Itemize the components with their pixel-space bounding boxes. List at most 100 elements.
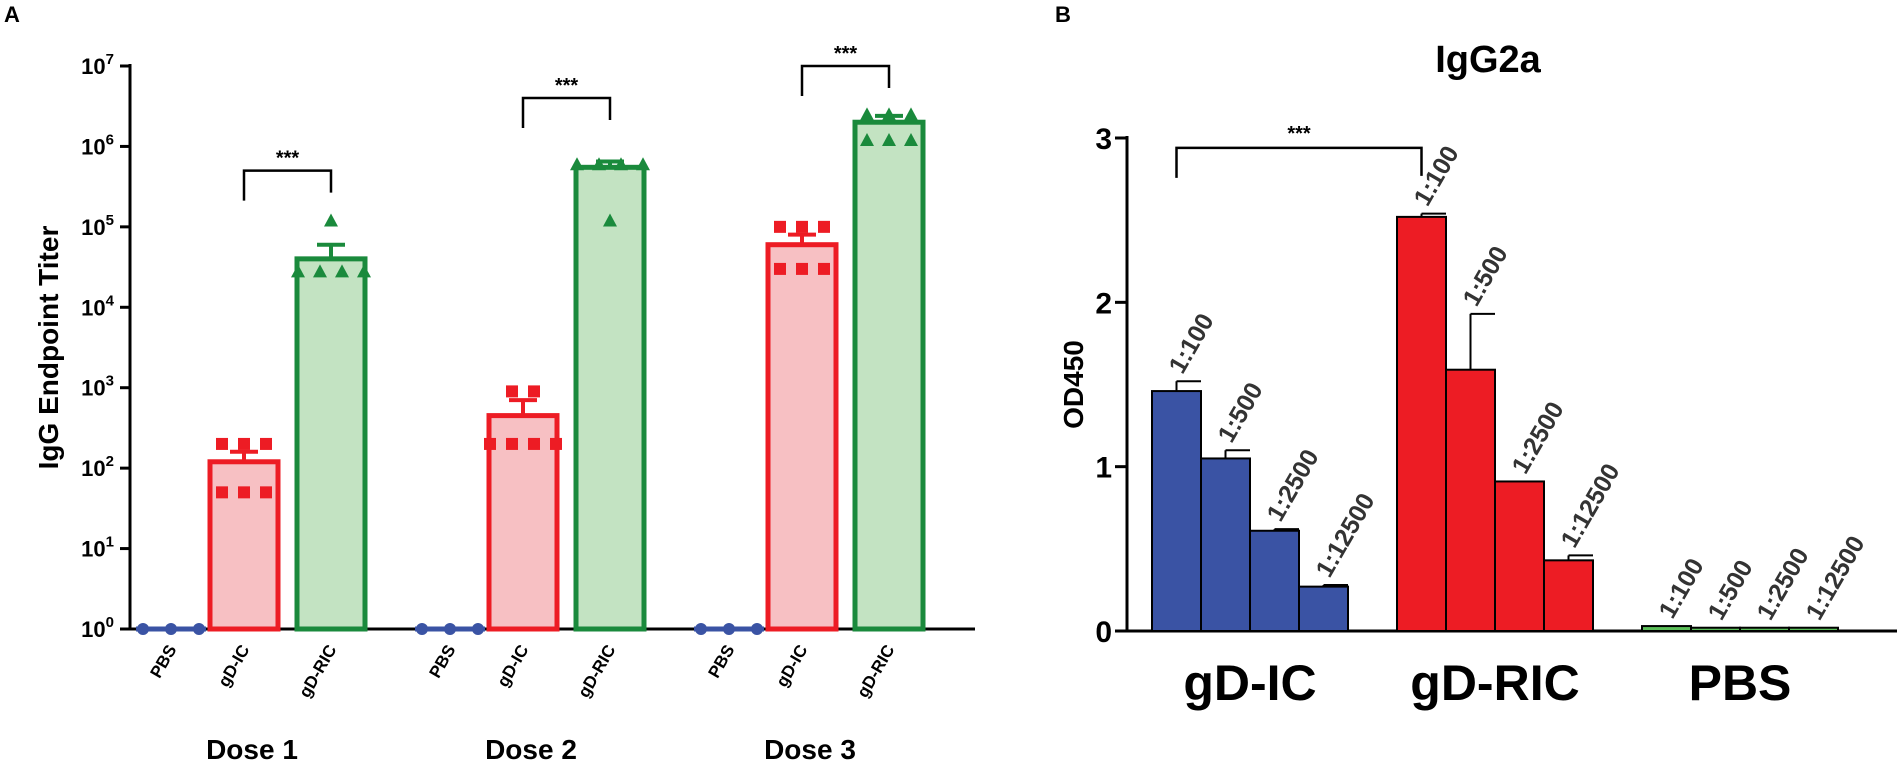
data-point-gd-ric-dose-3 xyxy=(904,133,918,147)
data-point-gd-ric-dose-2 xyxy=(592,157,606,171)
y-tick-base: 10 xyxy=(81,54,105,79)
bar-gd-ic-dose-3 xyxy=(765,242,839,632)
data-point-gd-ric-dose-2 xyxy=(603,213,617,227)
x-category-label-pbs-dose-2: PBS xyxy=(426,642,460,682)
dilution-label-gd-ric-1-2500: 1:2500 xyxy=(1506,397,1569,478)
y-tick-label-4: 104 xyxy=(81,292,114,320)
x-category-label-gd-ic-dose-1: gD-IC xyxy=(214,642,253,691)
data-point-gd-ic-dose-3 xyxy=(796,262,808,275)
dilution-label-pbs-1-100: 1:100 xyxy=(1653,554,1709,623)
dilution-label-gd-ic-1-100: 1:100 xyxy=(1163,309,1219,378)
data-point-gd-ric-dose-2 xyxy=(614,157,628,171)
significance-bracket-dose-3 xyxy=(800,64,891,96)
y-tick-label-0: 100 xyxy=(81,614,114,642)
y-tick-exponent: 4 xyxy=(106,292,115,309)
data-point-gd-ric-dose-3 xyxy=(860,133,874,147)
data-point-gd-ric-dose-1 xyxy=(324,213,338,227)
data-point-gd-ric-dose-3 xyxy=(860,107,874,121)
data-point-gd-ic-dose-3 xyxy=(818,262,830,275)
data-point-gd-ic-dose-1 xyxy=(238,486,250,499)
x-category-label-pbs-dose-1: PBS xyxy=(147,642,181,682)
data-point-gd-ic-dose-1 xyxy=(216,486,228,499)
data-point-gd-ic-dose-3 xyxy=(818,220,830,233)
bar-gd-ic-dose-2 xyxy=(486,413,560,632)
x-category-label-gd-ric-dose-1: gD-RIC xyxy=(295,642,340,701)
x-category-label-pbs-dose-3: PBS xyxy=(705,642,739,682)
y-tick-label-1: 101 xyxy=(81,534,114,562)
bar-gd-ric-dose-2 xyxy=(573,164,647,632)
y-tick-label-b-2: 2 xyxy=(1095,287,1112,320)
data-point-gd-ic-dose-3 xyxy=(796,220,808,233)
data-point-gd-ric-dose-2 xyxy=(570,157,584,171)
data-point-gd-ric-dose-1 xyxy=(335,264,349,278)
data-point-gd-ic-dose-1 xyxy=(216,437,228,450)
x-category-label-gd-ic-dose-3: gD-IC xyxy=(772,642,811,691)
bar-pbs-1-2500 xyxy=(1739,626,1790,632)
dilution-label-pbs-1-12500: 1:12500 xyxy=(1800,531,1870,624)
y-tick-exponent: 7 xyxy=(106,51,114,68)
data-point-gd-ic-dose-2 xyxy=(528,385,540,398)
dilution-label-gd-ic-1-12500: 1:12500 xyxy=(1310,489,1380,582)
panel-label-a: A xyxy=(4,2,20,27)
data-point-gd-ic-dose-2 xyxy=(484,437,496,450)
bar-gd-ric-1-500 xyxy=(1445,368,1496,632)
dose-label-dose-3: Dose 3 xyxy=(764,734,856,765)
x-category-label-gd-ic-dose-2: gD-IC xyxy=(493,642,532,691)
dilution-label-gd-ic-1-500: 1:500 xyxy=(1212,378,1268,447)
data-point-pbs-dose-1 xyxy=(193,623,205,635)
y-tick-exponent: 5 xyxy=(106,212,114,229)
bar-pbs-1-100 xyxy=(1641,625,1692,633)
data-point-gd-ric-dose-3 xyxy=(882,107,896,121)
x-category-label-pbs: PBS xyxy=(1689,655,1792,711)
data-point-gd-ic-dose-2 xyxy=(550,437,562,450)
y-tick-exponent: 3 xyxy=(106,373,114,390)
y-tick-exponent: 0 xyxy=(106,614,114,631)
data-point-pbs-dose-3 xyxy=(751,623,763,635)
bar-gd-ic-1-2500 xyxy=(1249,529,1300,632)
dose-label-dose-2: Dose 2 xyxy=(485,734,577,765)
data-point-gd-ic-dose-1 xyxy=(238,437,250,450)
significance-bracket-b xyxy=(1175,146,1423,178)
bar-gd-ric-dose-1 xyxy=(294,256,368,632)
y-tick-label-b-1: 1 xyxy=(1095,452,1112,485)
data-point-gd-ic-dose-1 xyxy=(260,486,272,499)
y-tick-label-5: 105 xyxy=(81,212,114,240)
data-point-gd-ric-dose-3 xyxy=(882,133,896,147)
significance-label-dose-2: *** xyxy=(555,75,579,97)
data-point-pbs-dose-2 xyxy=(472,623,484,635)
y-tick-base: 10 xyxy=(81,537,105,562)
bar-pbs-1-500 xyxy=(1690,626,1741,632)
y-tick-label-6: 106 xyxy=(81,131,114,159)
y-tick-base: 10 xyxy=(81,376,105,401)
y-tick-label-3: 103 xyxy=(81,373,114,401)
data-point-gd-ic-dose-3 xyxy=(774,262,786,275)
data-point-gd-ric-dose-3 xyxy=(904,107,918,121)
dose-label-dose-1: Dose 1 xyxy=(206,734,298,765)
y-tick-label-b-0: 0 xyxy=(1095,616,1112,649)
y-tick-base: 10 xyxy=(81,215,105,240)
x-category-label-gd-ric: gD-RIC xyxy=(1410,655,1579,711)
dilution-label-gd-ric-1-500: 1:500 xyxy=(1457,241,1513,310)
bar-gd-ric-1-100 xyxy=(1396,215,1447,632)
y-tick-label-7: 107 xyxy=(81,51,114,79)
significance-bracket-dose-2 xyxy=(521,96,612,129)
data-point-gd-ric-dose-1 xyxy=(357,264,371,278)
y-axis-title-b: OD450 xyxy=(1058,340,1089,429)
data-point-gd-ric-dose-1 xyxy=(291,264,305,278)
dilution-label-gd-ric-1-100: 1:100 xyxy=(1408,141,1464,210)
data-point-gd-ric-dose-1 xyxy=(313,264,327,278)
bar-gd-ric-1-2500 xyxy=(1494,480,1545,632)
y-tick-label-2: 102 xyxy=(81,453,114,481)
data-point-pbs-dose-1 xyxy=(165,623,177,635)
panel-b-title: IgG2a xyxy=(1435,39,1541,81)
significance-label-dose-3: *** xyxy=(834,43,858,65)
data-point-gd-ic-dose-2 xyxy=(506,437,518,450)
bar-pbs-1-12500 xyxy=(1788,626,1839,632)
y-tick-label-b-3: 3 xyxy=(1095,123,1112,156)
x-category-label-gd-ric-dose-2: gD-RIC xyxy=(574,642,619,701)
dilution-label-pbs-1-500: 1:500 xyxy=(1702,555,1758,624)
data-point-gd-ic-dose-2 xyxy=(528,437,540,450)
